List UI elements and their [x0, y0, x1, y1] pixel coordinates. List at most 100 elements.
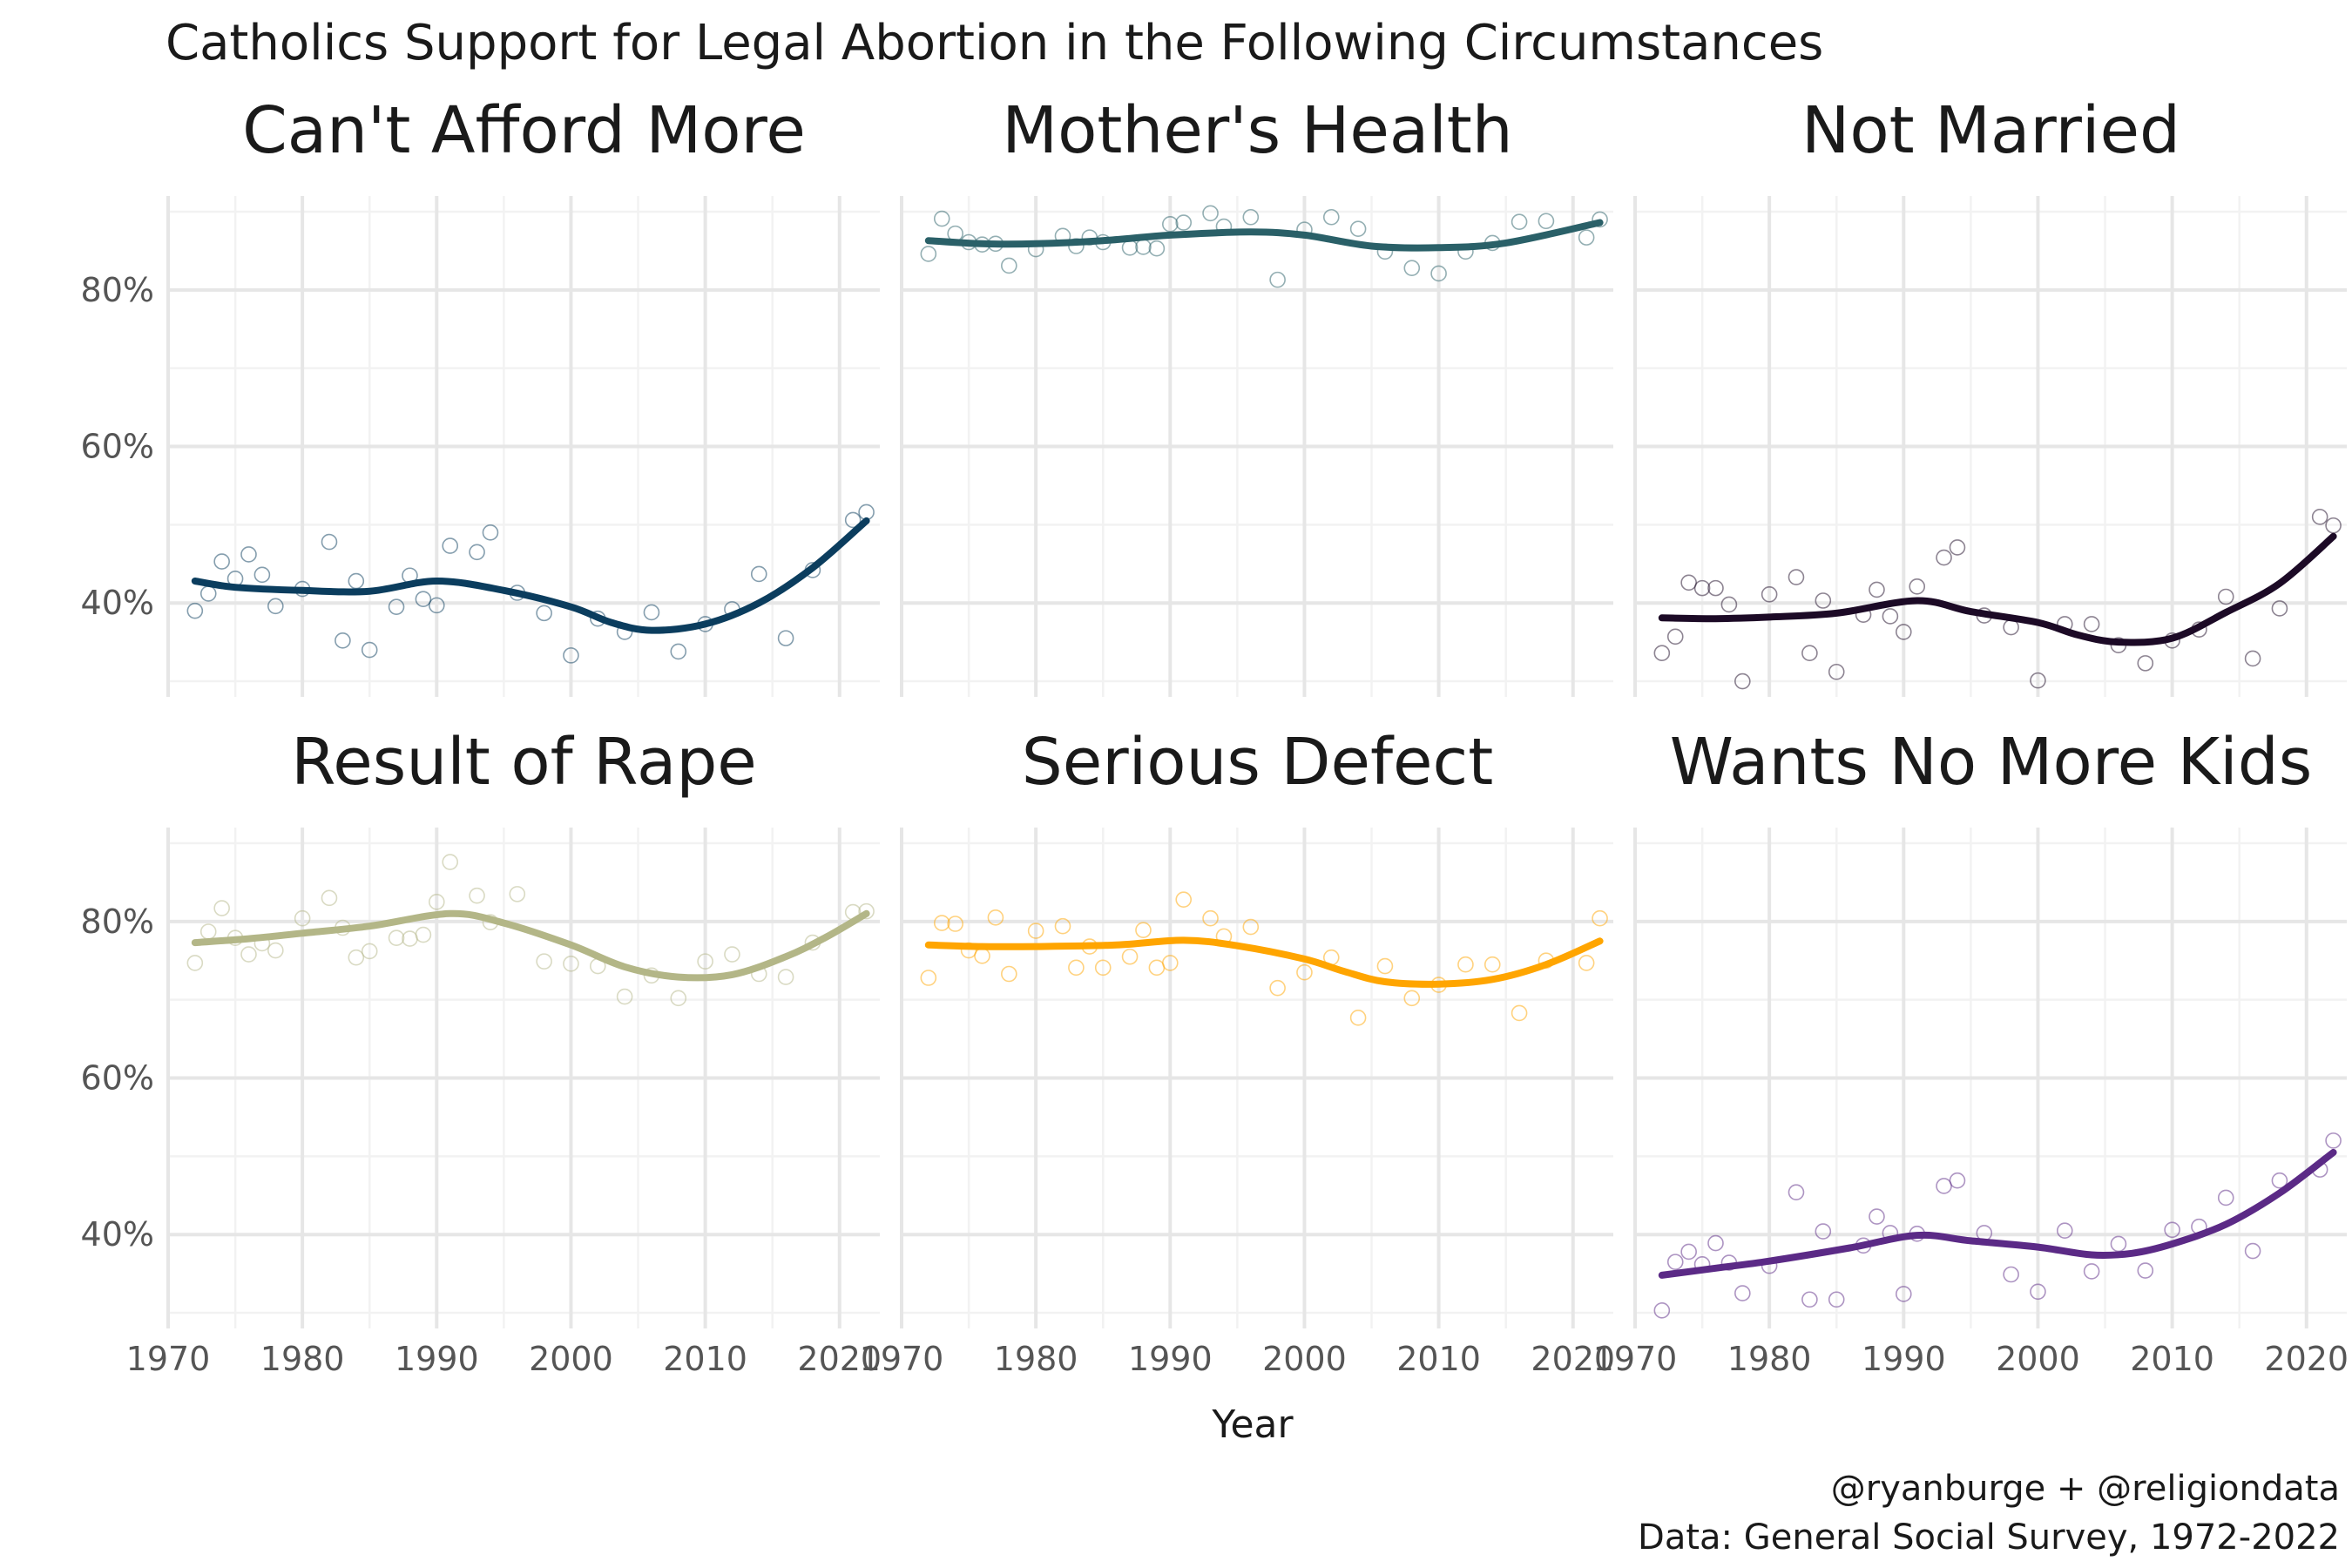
- data-point: [1882, 608, 1899, 625]
- data-point: [1909, 578, 1926, 595]
- data-point: [1484, 956, 1501, 973]
- x-tick-label: 1970: [1593, 1340, 1678, 1378]
- data-point: [536, 953, 552, 970]
- data-point: [213, 553, 230, 570]
- data-point: [294, 909, 311, 927]
- data-point: [1828, 663, 1845, 680]
- data-point: [2244, 1242, 2261, 1260]
- trend-line: [1658, 532, 2337, 646]
- data-point: [1761, 586, 1778, 603]
- data-point: [1376, 957, 1394, 975]
- data-point: [1734, 672, 1751, 690]
- data-point: [1121, 948, 1139, 965]
- data-point: [1896, 1286, 1912, 1302]
- data-point: [388, 598, 405, 615]
- data-point: [2137, 655, 2154, 672]
- x-tick-label: 1980: [994, 1340, 1078, 1378]
- data-point: [1148, 240, 1166, 257]
- data-point: [670, 643, 687, 660]
- y-tick-label: 80%: [81, 271, 154, 309]
- data-point: [1828, 1291, 1845, 1308]
- data-point: [1693, 579, 1711, 597]
- data-point: [1242, 918, 1260, 936]
- data-point: [1578, 229, 1595, 246]
- data-point: [2244, 650, 2261, 667]
- data-point: [1027, 923, 1044, 939]
- data-point: [335, 632, 351, 649]
- data-point: [1896, 624, 1912, 640]
- facet-title: Not Married: [1801, 93, 2180, 168]
- data-point: [1936, 549, 1952, 566]
- facet-title: Serious Defect: [1022, 725, 1494, 800]
- data-point: [2325, 1132, 2342, 1149]
- data-point: [1349, 1010, 1367, 1026]
- data-point: [1815, 1223, 1832, 1240]
- x-tick-label: 2020: [797, 1340, 882, 1378]
- data-point: [321, 889, 338, 907]
- data-point: [2325, 517, 2342, 534]
- data-point: [429, 597, 445, 614]
- data-point: [2217, 588, 2234, 605]
- facet-panel: Serious Defect 1970 1980 1990 2000 2010 2020: [860, 725, 1615, 1378]
- data-point: [361, 641, 378, 659]
- data-point: [643, 604, 660, 621]
- data-point: [1068, 238, 1085, 254]
- data-point: [1162, 216, 1179, 233]
- data-point: [2030, 1283, 2046, 1301]
- data-point: [1148, 959, 1166, 977]
- data-point: [1801, 1291, 1818, 1308]
- data-point: [2003, 1266, 2019, 1283]
- data-point: [429, 894, 445, 910]
- x-tick-label: 2020: [2264, 1340, 2349, 1378]
- data-point: [750, 565, 767, 583]
- data-point: [2271, 600, 2288, 617]
- data-point: [509, 886, 526, 902]
- data-point: [186, 602, 204, 619]
- data-point: [1707, 1234, 1724, 1252]
- data-point: [469, 544, 485, 561]
- data-point: [186, 955, 204, 971]
- data-point: [361, 943, 378, 960]
- x-tick-label: 1990: [395, 1340, 479, 1378]
- trend-line: [1658, 1148, 2337, 1279]
- data-point: [1653, 645, 1671, 661]
- data-point: [1403, 990, 1421, 1007]
- data-point: [1349, 220, 1367, 238]
- facet-title: Mother's Health: [1002, 93, 1512, 168]
- data-point: [1054, 917, 1071, 935]
- trend-line: [924, 219, 1604, 252]
- data-point: [1202, 205, 1219, 222]
- data-point: [1269, 271, 1286, 288]
- data-point: [724, 946, 740, 963]
- caption-credit: @ryanburge + @religiondata: [1831, 1469, 2340, 1509]
- data-point: [415, 926, 432, 943]
- data-point: [2110, 1235, 2127, 1253]
- x-tick-label: 2010: [663, 1340, 747, 1378]
- data-point: [267, 942, 284, 959]
- data-point: [1936, 1178, 1952, 1194]
- x-tick-label: 1980: [260, 1340, 345, 1378]
- x-tick-label: 2000: [1262, 1340, 1347, 1378]
- data-point: [1135, 239, 1152, 255]
- facet-panel: Wants No More Kids 1970 1980 1990 2000 2010 20…: [1593, 725, 2349, 1378]
- data-point: [1707, 579, 1724, 597]
- data-point: [1788, 569, 1805, 585]
- data-point: [1175, 214, 1193, 231]
- facet-panel: Result of Rape 40% 60% 80% 1970 1980 1990 2000 2…: [81, 725, 882, 1378]
- data-point: [442, 537, 459, 554]
- x-tick-label: 2000: [1996, 1340, 2080, 1378]
- x-tick-label: 2020: [1531, 1340, 1615, 1378]
- data-point: [1592, 909, 1608, 927]
- facet-panel: Mother's Health: [900, 93, 1613, 697]
- facet-title: Result of Rape: [291, 725, 757, 800]
- x-tick-label: 2010: [2130, 1340, 2214, 1378]
- data-point: [563, 956, 579, 972]
- data-point: [415, 591, 432, 607]
- data-point: [2056, 1222, 2073, 1239]
- y-tick-label: 40%: [81, 1215, 154, 1254]
- data-point: [199, 923, 217, 940]
- data-point: [844, 511, 862, 529]
- data-point: [563, 647, 579, 664]
- x-axis-title: Year: [1211, 1402, 1294, 1447]
